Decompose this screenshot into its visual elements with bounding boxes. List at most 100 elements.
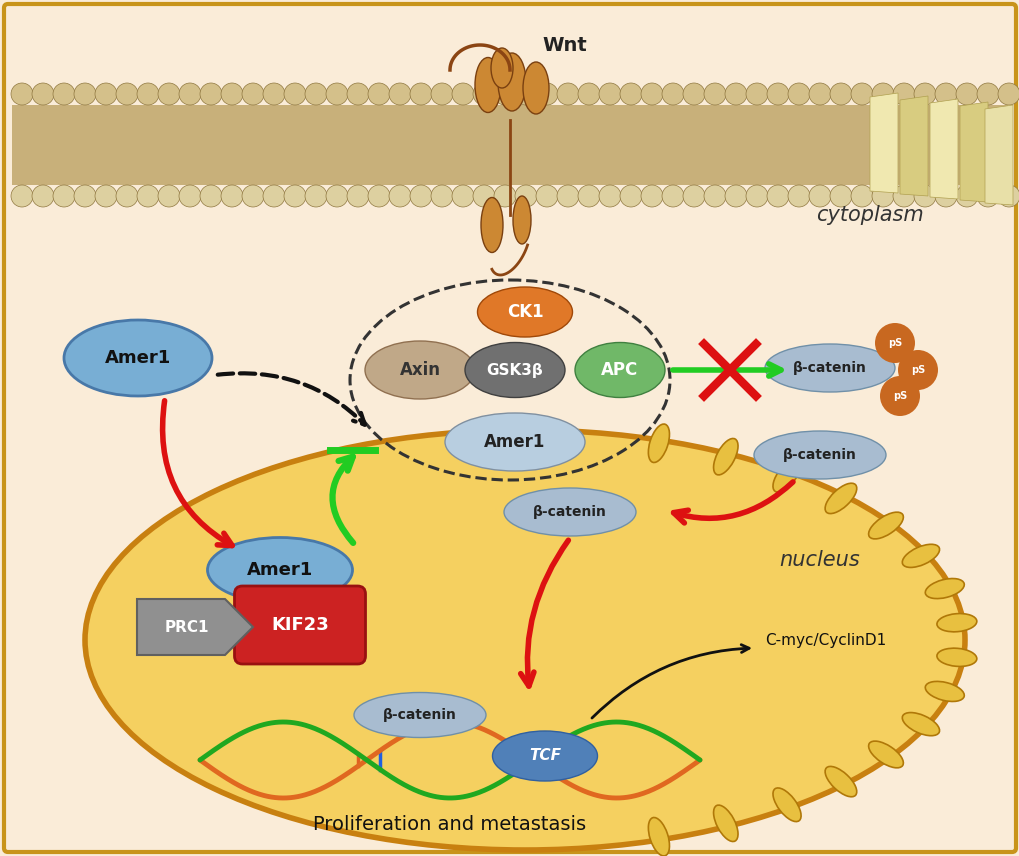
Circle shape <box>305 83 327 105</box>
FancyBboxPatch shape <box>4 4 1015 852</box>
Ellipse shape <box>85 430 964 850</box>
Text: APC: APC <box>601 361 638 379</box>
Circle shape <box>74 83 96 105</box>
Circle shape <box>305 185 327 207</box>
Circle shape <box>788 185 809 207</box>
Circle shape <box>515 185 536 207</box>
Circle shape <box>535 185 557 207</box>
Circle shape <box>897 350 937 390</box>
Circle shape <box>388 185 411 207</box>
Ellipse shape <box>523 62 548 114</box>
Circle shape <box>263 83 284 105</box>
Ellipse shape <box>772 788 800 822</box>
Ellipse shape <box>503 488 636 536</box>
Ellipse shape <box>648 817 668 856</box>
Circle shape <box>116 185 138 207</box>
FancyArrowPatch shape <box>673 482 792 523</box>
Ellipse shape <box>902 712 938 735</box>
Ellipse shape <box>764 344 894 392</box>
Ellipse shape <box>465 342 565 397</box>
Ellipse shape <box>772 459 800 492</box>
Circle shape <box>137 83 159 105</box>
PathPatch shape <box>137 599 253 655</box>
Circle shape <box>640 185 662 207</box>
Circle shape <box>766 83 789 105</box>
Ellipse shape <box>936 614 976 632</box>
Circle shape <box>955 185 977 207</box>
FancyBboxPatch shape <box>234 586 365 664</box>
FancyArrowPatch shape <box>520 540 568 686</box>
Circle shape <box>473 185 494 207</box>
Text: C-myc/CyclinD1: C-myc/CyclinD1 <box>764 633 886 647</box>
Circle shape <box>829 185 851 207</box>
Circle shape <box>725 83 746 105</box>
Circle shape <box>116 83 138 105</box>
Text: CK1: CK1 <box>506 303 543 321</box>
Ellipse shape <box>475 57 500 112</box>
Ellipse shape <box>868 512 903 539</box>
Text: pS: pS <box>910 365 924 375</box>
Ellipse shape <box>444 413 585 471</box>
Polygon shape <box>984 105 1012 205</box>
Circle shape <box>388 83 411 105</box>
Ellipse shape <box>575 342 664 397</box>
Circle shape <box>535 83 557 105</box>
Ellipse shape <box>713 805 738 841</box>
Circle shape <box>934 185 956 207</box>
Ellipse shape <box>365 341 475 399</box>
Circle shape <box>473 83 494 105</box>
Circle shape <box>95 185 117 207</box>
Ellipse shape <box>481 198 502 253</box>
Circle shape <box>556 83 579 105</box>
Text: Wnt: Wnt <box>542 35 587 55</box>
Polygon shape <box>899 96 927 196</box>
Ellipse shape <box>824 484 856 514</box>
Circle shape <box>242 83 264 105</box>
Circle shape <box>703 185 726 207</box>
Circle shape <box>11 185 33 207</box>
Circle shape <box>200 185 222 207</box>
Circle shape <box>431 83 452 105</box>
Circle shape <box>829 83 851 105</box>
Circle shape <box>725 185 746 207</box>
Circle shape <box>976 83 998 105</box>
Ellipse shape <box>868 741 903 768</box>
Circle shape <box>410 83 432 105</box>
Circle shape <box>788 83 809 105</box>
Ellipse shape <box>513 196 531 244</box>
FancyArrowPatch shape <box>162 401 232 545</box>
Circle shape <box>578 185 599 207</box>
Circle shape <box>346 83 369 105</box>
Circle shape <box>346 185 369 207</box>
Polygon shape <box>959 102 987 202</box>
Text: Amer1: Amer1 <box>105 349 171 367</box>
Text: PRC1: PRC1 <box>165 620 209 634</box>
Circle shape <box>95 83 117 105</box>
Circle shape <box>871 185 893 207</box>
Circle shape <box>556 185 579 207</box>
Ellipse shape <box>64 320 212 396</box>
Text: nucleus: nucleus <box>779 550 860 570</box>
Ellipse shape <box>648 424 668 462</box>
Text: β-catenin: β-catenin <box>783 448 856 462</box>
Ellipse shape <box>492 731 597 781</box>
Bar <box>12 105 1007 185</box>
Circle shape <box>158 83 179 105</box>
Circle shape <box>913 83 935 105</box>
Circle shape <box>53 83 75 105</box>
Text: pS: pS <box>892 391 906 401</box>
Ellipse shape <box>490 48 513 88</box>
Ellipse shape <box>824 766 856 797</box>
Circle shape <box>32 185 54 207</box>
Circle shape <box>221 185 243 207</box>
Text: Axin: Axin <box>399 361 440 379</box>
Circle shape <box>326 83 347 105</box>
Circle shape <box>451 83 474 105</box>
Circle shape <box>745 83 767 105</box>
Circle shape <box>32 83 54 105</box>
Circle shape <box>598 185 621 207</box>
Circle shape <box>766 185 789 207</box>
Circle shape <box>493 185 516 207</box>
Text: Proliferation and metastasis: Proliferation and metastasis <box>313 816 586 835</box>
Circle shape <box>74 185 96 207</box>
